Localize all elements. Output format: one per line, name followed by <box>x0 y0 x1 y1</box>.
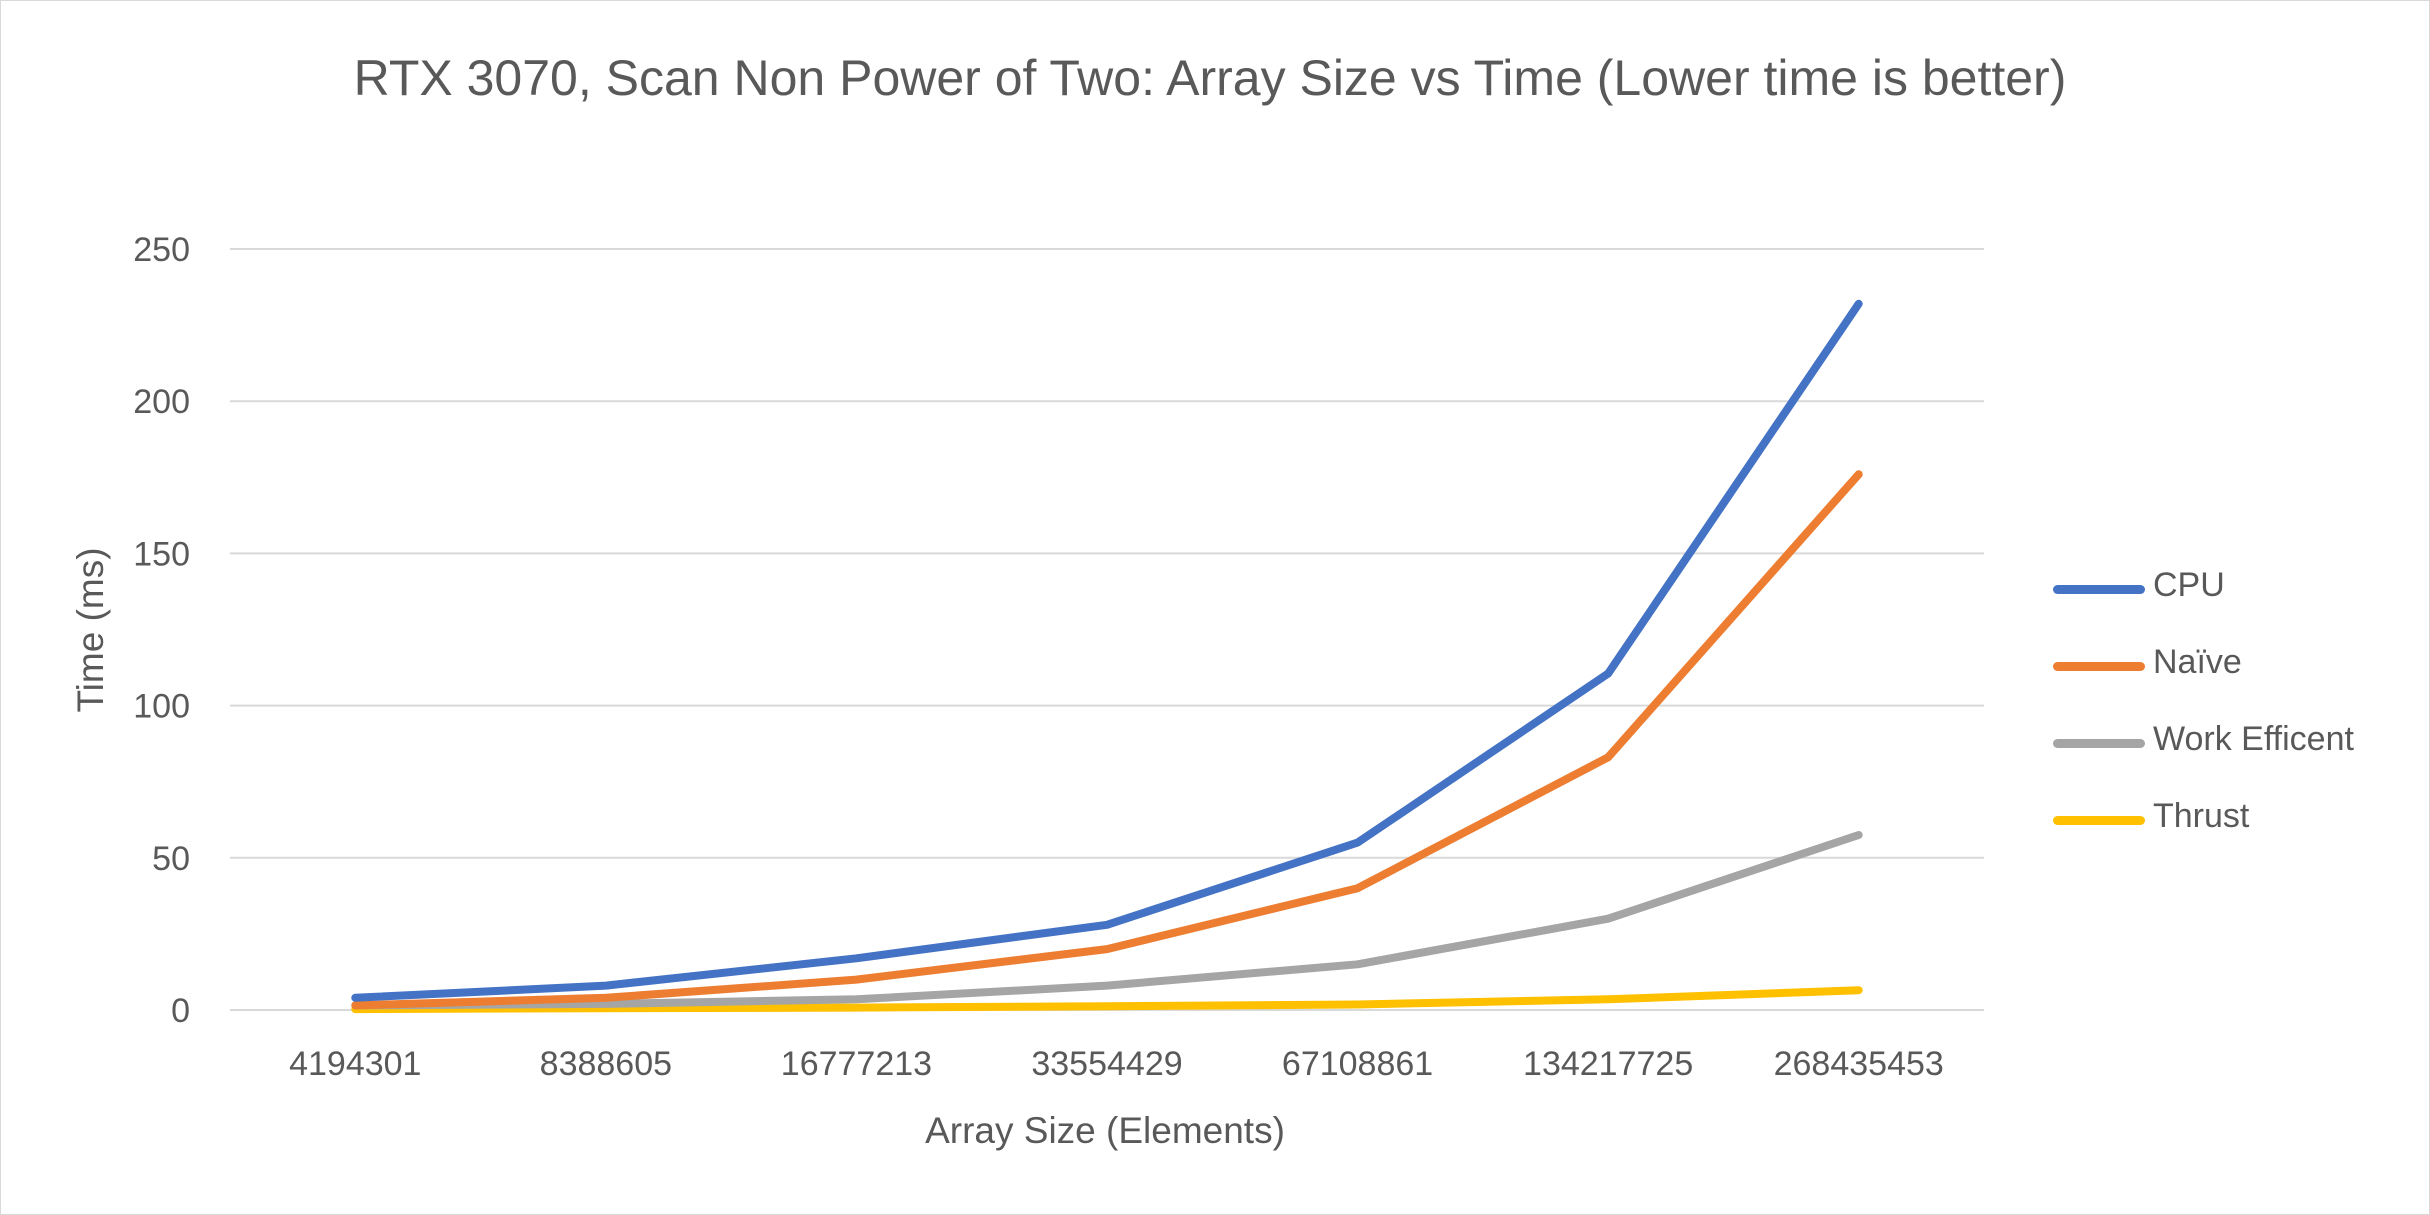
y-tick-label: 250 <box>133 231 190 269</box>
x-tick-label: 134217725 <box>1523 1045 1693 1083</box>
y-tick-label: 200 <box>133 383 190 421</box>
series-line-cpu <box>351 299 1863 1002</box>
legend-swatch <box>2053 739 2145 748</box>
legend-item: Naïve <box>2050 631 2410 708</box>
x-tick-label: 268435453 <box>1774 1045 1944 1083</box>
y-tick-label: 100 <box>133 688 190 726</box>
legend-label: Thrust <box>2153 797 2250 835</box>
x-tick-labels: 4194301 8388605 16777213 33554429 67108861 13… <box>289 1045 1944 1083</box>
y-axis-title: Time (ms) <box>70 547 111 712</box>
legend-label: Work Efficent <box>2153 720 2354 758</box>
y-tick-label: 50 <box>152 840 190 878</box>
legend-item: Work Efficent <box>2050 708 2410 785</box>
legend-swatch <box>2053 662 2145 671</box>
y-tick-label: 150 <box>133 535 190 573</box>
series-line-thrust <box>351 986 1863 1014</box>
x-axis-title: Array Size (Elements) <box>925 1110 1285 1151</box>
legend-swatch <box>2053 816 2145 825</box>
x-tick-label: 33554429 <box>1031 1045 1182 1083</box>
chart-title: RTX 3070, Scan Non Power of Two: Array S… <box>353 50 2067 106</box>
legend: CPU Naïve Work Efficent Thrust <box>2050 554 2410 862</box>
series-line-work-efficent <box>351 831 1863 1010</box>
x-tick-label: 8388605 <box>540 1045 672 1083</box>
legend-swatch <box>2053 585 2145 594</box>
x-tick-label: 4194301 <box>289 1045 421 1083</box>
y-tick-label: 0 <box>171 992 190 1030</box>
legend-item: CPU <box>2050 554 2410 631</box>
legend-label: CPU <box>2153 566 2225 604</box>
series-lines <box>351 299 1863 1014</box>
x-tick-label: 16777213 <box>781 1045 932 1083</box>
legend-item: Thrust <box>2050 785 2410 862</box>
x-tick-label: 67108861 <box>1282 1045 1433 1083</box>
y-tick-labels: 0 50 100 150 200 250 <box>133 231 190 1030</box>
series-line-na-ve <box>351 470 1863 1010</box>
legend-label: Naïve <box>2153 643 2242 681</box>
